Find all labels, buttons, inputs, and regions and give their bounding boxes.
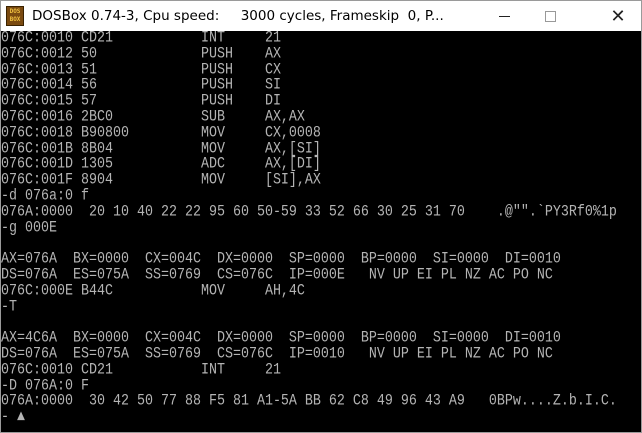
- close-icon: ✕: [610, 5, 626, 27]
- close-button[interactable]: ✕: [595, 1, 641, 31]
- title-bar[interactable]: DOS BOX DOSBox 0.74-3, Cpu speed: 3000 c…: [1, 1, 641, 31]
- console-line: - ▲: [1, 408, 25, 427]
- console-line: -T: [1, 298, 17, 316]
- console-line: DS=076A ES=075A SS=0769 CS=076C IP=0010 …: [1, 345, 553, 364]
- console-line: -g 000E: [1, 219, 57, 237]
- console-line: 076C:0012 50 PUSH AX: [1, 45, 281, 63]
- console-line: 076A:0000 20 10 40 22 22 95 60 50-59 33 …: [1, 203, 617, 221]
- console-line: 076C:001D 1305 ADC AX,[DI]: [1, 156, 321, 174]
- minimize-icon: [498, 15, 510, 17]
- console-line: -D 076A:0 F: [1, 377, 89, 395]
- console-line: 076C:0014 56 PUSH SI: [1, 77, 281, 95]
- console-line: -d 076a:0 f: [1, 187, 89, 206]
- console-line: 076C:0015 57 PUSH DI: [1, 93, 281, 111]
- console-line: DS=076A ES=075A SS=0769 CS=076C IP=000E …: [1, 266, 553, 285]
- dosbox-icon: DOS BOX: [6, 6, 24, 26]
- console-line: 076C:000E B44C MOV AH,4C: [1, 282, 305, 300]
- maximize-button[interactable]: [527, 1, 573, 31]
- console-line: 076C:0010 CD21 INT 21: [1, 31, 281, 48]
- dos-console[interactable]: 076C:0010 CD21 INT 21 076C:0012 50 PUSH A…: [1, 31, 641, 432]
- console-line: 076C:0016 2BC0 SUB AX,AX: [1, 108, 305, 127]
- icon-text-top: DOS: [9, 8, 21, 15]
- console-line: 076C:0010 CD21 INT 21: [1, 361, 281, 379]
- console-line: 076C:0018 B90800 MOV CX,0008: [1, 124, 321, 142]
- console-line: AX=076A BX=0000 CX=004C DX=0000 SP=0000 …: [1, 250, 561, 269]
- console-line: 076C:001B 8B04 MOV AX,[SI]: [1, 140, 321, 158]
- console-line: 076C:0013 51 PUSH CX: [1, 61, 281, 79]
- icon-text-bottom: BOX: [9, 16, 21, 23]
- console-line: 076C:001F 8904 MOV [SI],AX: [1, 171, 321, 190]
- console-line: AX=4C6A BX=0000 CX=004C DX=0000 SP=0000 …: [1, 329, 561, 348]
- window-title: DOSBox 0.74-3, Cpu speed: 3000 cycles, F…: [32, 8, 444, 24]
- console-line: 076A:0000 30 42 50 77 88 F5 81 A1-5A BB …: [1, 393, 617, 411]
- maximize-icon: [544, 10, 556, 22]
- minimize-button[interactable]: [481, 1, 527, 31]
